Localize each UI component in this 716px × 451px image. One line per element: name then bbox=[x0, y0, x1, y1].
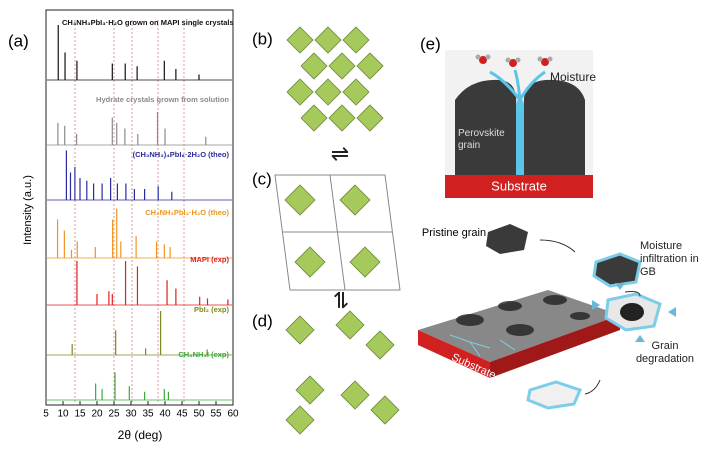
octahedron bbox=[300, 104, 328, 132]
panel-label: (e) bbox=[420, 34, 441, 53]
octahedron bbox=[328, 104, 356, 132]
octahedron bbox=[300, 52, 328, 80]
x-tick-label: 60 bbox=[227, 409, 239, 420]
pattern-label: CH₃NH₃PbI₃·H₂O grown on MAPI single crys… bbox=[62, 18, 234, 27]
moisture-diagram bbox=[445, 50, 593, 198]
octahedron bbox=[356, 52, 384, 80]
pattern-label: Hydrate crystals grown from solution bbox=[96, 95, 229, 104]
grain-label-box: Perovskite grain bbox=[458, 128, 505, 151]
x-tick-label: 35 bbox=[142, 409, 154, 420]
octahedron bbox=[340, 380, 370, 410]
svg-text:⇌: ⇌ bbox=[331, 141, 349, 166]
pattern-label: (CH₃NH₃)₄PbI₆·2H₂O (theo) bbox=[133, 150, 230, 159]
octahedron bbox=[339, 184, 371, 216]
x-tick-label: 50 bbox=[193, 409, 205, 420]
y-axis-label: Intensity (a.u.) bbox=[22, 175, 34, 245]
x-tick-label: 25 bbox=[108, 409, 120, 420]
pristine-label: Pristine grain bbox=[422, 227, 486, 239]
x-tick-label: 15 bbox=[74, 409, 86, 420]
octahedron bbox=[349, 246, 381, 278]
panel-label: (d) bbox=[252, 311, 273, 330]
octahedron bbox=[365, 330, 395, 360]
x-tick-label: 10 bbox=[57, 409, 69, 420]
pattern-label: MAPI (exp) bbox=[190, 255, 229, 264]
pattern-label: CH₃NH₃I (exp) bbox=[178, 350, 229, 359]
equilibrium-arrows: ⇌ ⇌ bbox=[329, 141, 354, 309]
octahedron bbox=[328, 52, 356, 80]
pattern-label: PbI₂ (exp) bbox=[194, 305, 230, 314]
degradation-label: Grain degradation bbox=[635, 340, 695, 365]
octahedron bbox=[285, 315, 315, 345]
pattern-label: CH₃NH₃PbI₃·H₂O (theo) bbox=[145, 208, 229, 217]
octahedron bbox=[295, 375, 325, 405]
panel-label: (c) bbox=[252, 169, 272, 188]
octahedron bbox=[286, 78, 314, 106]
panel-label: (a) bbox=[8, 31, 29, 50]
octahedron bbox=[342, 78, 370, 106]
octahedron bbox=[314, 78, 342, 106]
moisture-label: Moisture bbox=[550, 70, 596, 84]
infiltration-label: Moisture infiltration in GB bbox=[640, 240, 699, 278]
octahedron bbox=[294, 246, 326, 278]
octahedron bbox=[342, 26, 370, 54]
degradation-diagram bbox=[418, 224, 676, 410]
infiltration-label-box: Moisture infiltration in GB bbox=[640, 240, 699, 278]
xrd-plot: 5 10 15 20 25 30 35 40 45 50 55 60 CH₃NH₃PbI₃·H₂O gr… bbox=[43, 18, 239, 420]
crystal-structures bbox=[274, 26, 401, 435]
octahedron bbox=[356, 104, 384, 132]
octahedron bbox=[335, 310, 365, 340]
guide-lines bbox=[74, 20, 185, 405]
unit-cell bbox=[274, 174, 401, 291]
octahedron bbox=[286, 26, 314, 54]
octahedron bbox=[370, 395, 400, 425]
x-tick-label: 55 bbox=[210, 409, 222, 420]
x-axis-label: 2θ (deg) bbox=[118, 428, 163, 442]
degradation-label-box: Grain degradation bbox=[635, 340, 695, 365]
x-tick-label: 40 bbox=[159, 409, 171, 420]
x-tick-label: 5 bbox=[43, 409, 49, 420]
x-tick-label: 20 bbox=[91, 409, 103, 420]
substrate-label: Substrate bbox=[491, 178, 547, 193]
octahedron bbox=[284, 184, 316, 216]
octahedron bbox=[314, 26, 342, 54]
x-tick-label: 30 bbox=[125, 409, 137, 420]
grain-label: Perovskite grain bbox=[458, 128, 505, 151]
axes-frame bbox=[45, 9, 234, 406]
x-tick-label: 45 bbox=[176, 409, 188, 420]
svg-text:⇌: ⇌ bbox=[329, 291, 354, 309]
panel-label: (b) bbox=[252, 29, 273, 48]
octahedron bbox=[285, 405, 315, 435]
